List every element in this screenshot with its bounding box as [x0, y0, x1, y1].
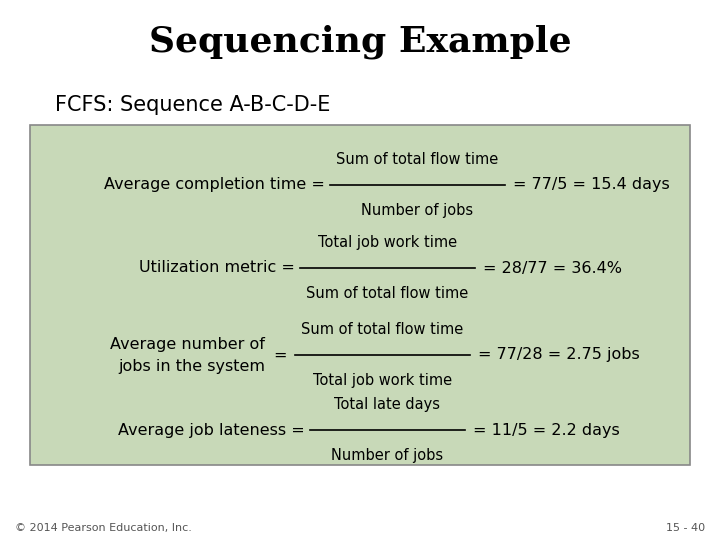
Text: FCFS: Sequence A-B-C-D-E: FCFS: Sequence A-B-C-D-E: [55, 95, 330, 115]
Text: Total job work time: Total job work time: [313, 373, 452, 388]
Text: Sum of total flow time: Sum of total flow time: [336, 152, 499, 167]
Text: Number of jobs: Number of jobs: [331, 448, 444, 463]
Text: = 77/28 = 2.75 jobs: = 77/28 = 2.75 jobs: [478, 348, 640, 362]
Text: =: =: [274, 348, 287, 362]
Text: jobs in the system: jobs in the system: [118, 359, 265, 374]
Text: 15 - 40: 15 - 40: [666, 523, 705, 533]
Text: Average completion time =: Average completion time =: [104, 178, 325, 192]
Text: Sequencing Example: Sequencing Example: [149, 25, 571, 59]
Text: Sum of total flow time: Sum of total flow time: [302, 322, 464, 337]
Text: Average number of: Average number of: [110, 336, 265, 352]
Text: Total late days: Total late days: [335, 397, 441, 412]
Text: = 77/5 = 15.4 days: = 77/5 = 15.4 days: [513, 178, 670, 192]
Text: = 28/77 = 36.4%: = 28/77 = 36.4%: [483, 260, 622, 275]
Text: © 2014 Pearson Education, Inc.: © 2014 Pearson Education, Inc.: [15, 523, 192, 533]
Text: = 11/5 = 2.2 days: = 11/5 = 2.2 days: [473, 422, 620, 437]
Text: Total job work time: Total job work time: [318, 235, 457, 250]
Text: Number of jobs: Number of jobs: [361, 203, 474, 218]
Text: Average job lateness =: Average job lateness =: [118, 422, 305, 437]
FancyBboxPatch shape: [30, 125, 690, 465]
Text: Utilization metric =: Utilization metric =: [139, 260, 295, 275]
Text: Sum of total flow time: Sum of total flow time: [307, 286, 469, 301]
